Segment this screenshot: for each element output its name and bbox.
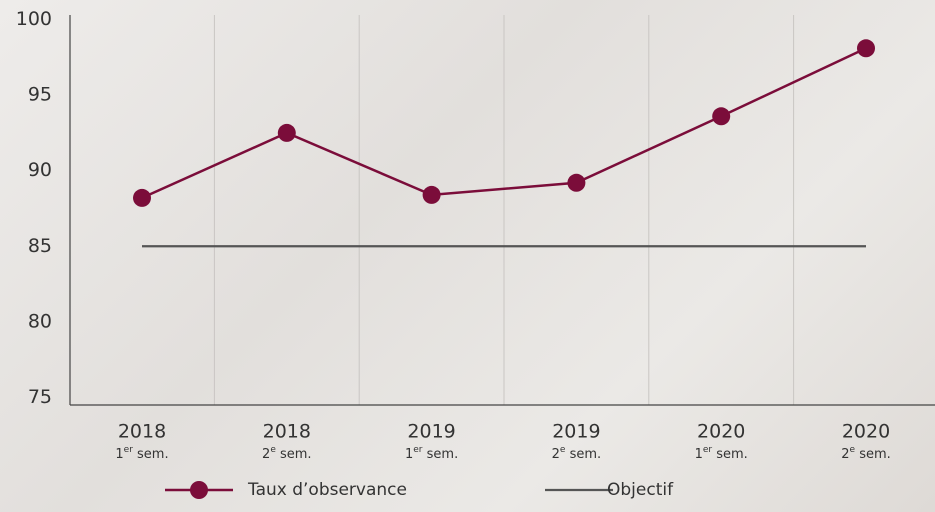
x-tick-period: 1er sem.	[115, 445, 168, 462]
period: sem.	[712, 447, 748, 462]
legend-label: Objectif	[607, 480, 674, 500]
ordinal: 2	[262, 447, 270, 462]
point	[133, 188, 151, 207]
ordinal-suffix: er	[413, 445, 423, 455]
x-tick-year: 2019	[552, 421, 600, 443]
point	[277, 123, 296, 142]
period: sem.	[565, 447, 601, 462]
x-tick-year: 2019	[407, 421, 455, 443]
x-tick-period: 2e sem.	[262, 445, 312, 462]
ordinal-suffix: e	[850, 445, 856, 455]
ordinal: 1	[115, 447, 123, 462]
series-line	[141, 47, 867, 200]
y-tick-label: 75	[28, 386, 52, 408]
x-tick-year: 2018	[118, 421, 166, 443]
x-tick-period: 1er sem.	[405, 445, 458, 462]
ordinal: 2	[841, 447, 849, 462]
ordinal-suffix: e	[560, 445, 566, 455]
ordinal-suffix: e	[270, 445, 276, 455]
point	[567, 173, 586, 192]
y-tick-label: 80	[28, 310, 52, 332]
x-tick-period: 2e sem.	[841, 445, 891, 462]
period: sem.	[855, 447, 891, 462]
x-tick-year: 2018	[263, 421, 311, 443]
x-tick-year: 2020	[697, 421, 745, 443]
ordinal: 2	[552, 447, 560, 462]
y-tick-label: 100	[16, 8, 52, 30]
ordinal-suffix: er	[124, 445, 134, 455]
ordinal: 1	[405, 447, 413, 462]
x-tick-year: 2020	[842, 421, 890, 443]
point	[712, 107, 731, 126]
point	[422, 185, 441, 204]
ordinal: 1	[695, 447, 703, 462]
legend-label: Taux d’observance	[247, 480, 407, 500]
period: sem.	[423, 447, 459, 462]
y-tick-label: 85	[28, 235, 52, 257]
legend-marker	[190, 481, 208, 499]
period: sem.	[276, 447, 312, 462]
period: sem.	[133, 447, 169, 462]
point	[857, 39, 875, 58]
y-tick-label: 90	[28, 159, 52, 181]
y-tick-label: 95	[28, 84, 52, 106]
ordinal-suffix: er	[703, 445, 713, 455]
x-tick-period: 2e sem.	[552, 445, 602, 462]
x-tick-period: 1er sem.	[695, 445, 748, 462]
